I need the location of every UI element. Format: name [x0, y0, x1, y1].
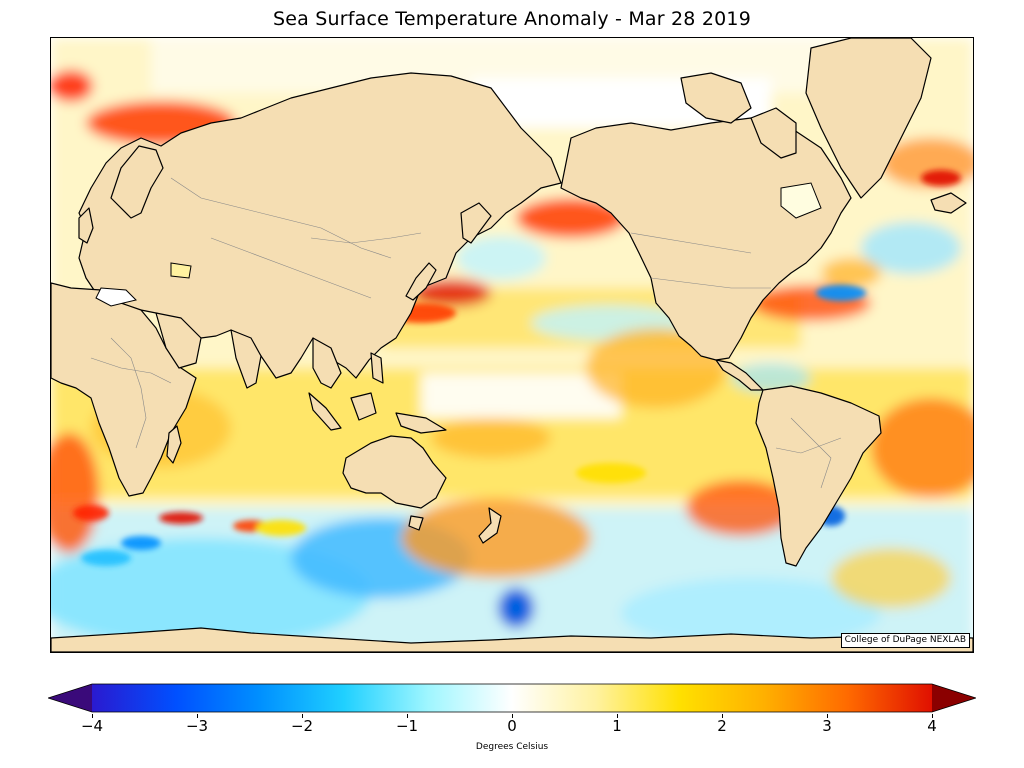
- colorbar-bar: [92, 684, 932, 712]
- colorbar-tick-label: 3: [822, 717, 832, 735]
- country-borders: [90, 177, 842, 489]
- africa: [51, 282, 197, 497]
- colorbar-tick-label: 1: [612, 717, 622, 735]
- greenland: [805, 38, 932, 199]
- south-america: [755, 385, 882, 567]
- colorbar-tick-label: 4: [927, 717, 937, 735]
- colorbar-tick-mark: [197, 714, 198, 718]
- colorbar-tick-mark: [722, 714, 723, 718]
- colorbar-label: Degrees Celsius: [475, 742, 549, 752]
- colorbar-gradient: [46, 683, 978, 713]
- great-britain: [78, 207, 94, 244]
- colorbar-tick-mark: [512, 714, 513, 718]
- kamchatka: [460, 202, 492, 244]
- land-masses: [51, 38, 973, 652]
- iceland: [930, 192, 967, 214]
- colorbar-tick-mark: [92, 714, 93, 718]
- credit-label: College of DuPage NEXLAB: [840, 633, 970, 648]
- colorbar-tick-mark: [302, 714, 303, 718]
- colorbar-extend-high: [932, 684, 976, 712]
- japan: [405, 262, 437, 301]
- new-zealand: [478, 507, 502, 544]
- india: [230, 329, 262, 389]
- chart-title: Sea Surface Temperature Anomaly - Mar 28…: [273, 8, 751, 30]
- new-guinea: [395, 412, 447, 434]
- colorbar-tick-mark: [617, 714, 618, 718]
- madagascar: [166, 425, 182, 464]
- philippines: [370, 352, 384, 384]
- colorbar-tick-mark: [407, 714, 408, 718]
- colorbar-tick-label: 2: [717, 717, 727, 735]
- colorbar-tick-label: −1: [395, 717, 419, 735]
- arctic-islands: [680, 72, 752, 124]
- scandinavia: [110, 145, 164, 219]
- baffin-island: [750, 107, 797, 159]
- inland-seas: [95, 182, 822, 307]
- arabia: [155, 312, 202, 369]
- colorbar-tick-label: −2: [290, 717, 314, 735]
- colorbar-tick-mark: [827, 714, 828, 718]
- tasmania: [408, 515, 424, 531]
- colorbar: [46, 682, 978, 714]
- indochina: [312, 337, 342, 389]
- colorbar-tick-mark: [932, 714, 933, 718]
- sumatra: [308, 392, 342, 431]
- australia: [342, 435, 447, 509]
- colorbar-tick-label: −4: [80, 717, 104, 735]
- eurasia: [78, 72, 562, 379]
- sst-anomaly-map: College of DuPage NEXLAB: [50, 37, 974, 653]
- colorbar-extend-low: [48, 684, 92, 712]
- colorbar-tick-label: −3: [185, 717, 209, 735]
- borneo: [350, 392, 377, 421]
- colorbar-tick-label: 0: [507, 717, 517, 735]
